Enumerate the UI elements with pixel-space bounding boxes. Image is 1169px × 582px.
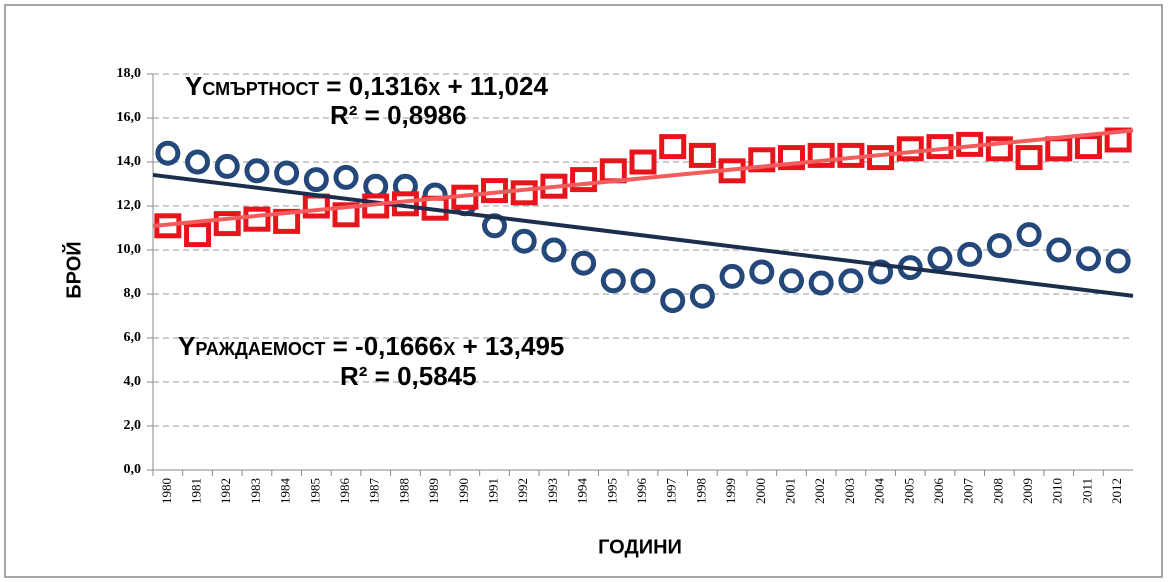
marker (185, 149, 211, 175)
x-tick-label: 1983 (248, 478, 263, 504)
x-tick-label: 2002 (812, 478, 827, 504)
marker (689, 283, 715, 309)
marker (541, 237, 567, 263)
x-tick-label: 1990 (456, 478, 471, 504)
marker (1075, 246, 1101, 272)
marker (600, 268, 626, 294)
trend-equation: Yсмъртност = 0,1316x + 11,024 (185, 71, 548, 101)
marker (155, 140, 181, 166)
marker (571, 250, 597, 276)
marker (599, 158, 627, 184)
marker (659, 134, 687, 160)
x-tick-label: 1982 (218, 478, 233, 504)
marker (660, 288, 686, 314)
x-tick-label: 1992 (515, 478, 530, 504)
marker (333, 164, 359, 190)
x-tick-label: 1987 (367, 478, 382, 505)
marker (630, 268, 656, 294)
x-tick-label: 1999 (723, 478, 738, 504)
marker (719, 263, 745, 289)
marker (1046, 237, 1072, 263)
x-tick-label: 1980 (159, 478, 174, 504)
x-tick-label: 1991 (485, 478, 500, 504)
x-tick-label: 1981 (189, 478, 204, 504)
marker (214, 153, 240, 179)
trend-r2: R² = 0,5845 (340, 361, 477, 391)
x-tick-label: 2005 (901, 478, 916, 504)
x-tick-label: 2006 (931, 478, 946, 505)
x-tick-label: 1988 (396, 478, 411, 504)
x-tick-label: 1998 (693, 478, 708, 504)
x-tick-label: 2004 (872, 478, 887, 505)
x-axis-title: ГОДИНИ (598, 536, 682, 558)
marker (896, 136, 924, 162)
marker (749, 259, 775, 285)
x-tick-label: 2010 (1050, 478, 1065, 504)
y-tick-label: 2,0 (124, 418, 142, 433)
marker (1105, 248, 1131, 274)
trend-line (152, 128, 1134, 229)
marker (243, 206, 271, 232)
marker (1016, 222, 1042, 248)
y-tick-label: 16,0 (117, 110, 142, 125)
marker (511, 228, 537, 254)
trend-line (152, 172, 1134, 298)
x-tick-label: 1994 (575, 478, 590, 505)
y-tick-label: 14,0 (117, 154, 142, 169)
chart-border (4, 4, 1163, 578)
x-tick-label: 1985 (307, 478, 322, 504)
x-tick-label: 1993 (545, 478, 560, 504)
x-tick-label: 2001 (782, 478, 797, 504)
marker (302, 193, 330, 219)
x-tick-label: 1996 (634, 478, 649, 505)
x-tick-label: 1995 (604, 478, 619, 504)
marker (808, 270, 834, 296)
x-tick-label: 2003 (842, 478, 857, 504)
marker (629, 149, 657, 175)
marker (303, 167, 329, 193)
marker (332, 202, 360, 228)
x-tick-label: 2007 (961, 478, 976, 505)
y-tick-label: 18,0 (117, 66, 142, 81)
x-tick-label: 1984 (278, 478, 293, 505)
trend-equation: Yраждаемост = -0,1666x + 13,495 (178, 331, 564, 361)
marker (838, 268, 864, 294)
marker (244, 158, 270, 184)
x-tick-label: 1986 (337, 478, 352, 505)
trend-r2: R² = 0,8986 (330, 100, 467, 130)
marker (184, 222, 212, 248)
y-tick-label: 0,0 (124, 462, 142, 477)
x-tick-label: 2000 (753, 478, 768, 504)
marker (927, 246, 953, 272)
x-tick-label: 1997 (664, 478, 679, 505)
y-axis-title: БРОЙ (61, 241, 85, 298)
marker (1015, 145, 1043, 171)
x-tick-label: 2012 (1109, 478, 1124, 504)
y-tick-label: 8,0 (124, 286, 142, 301)
marker (1045, 136, 1073, 162)
x-tick-label: 2009 (1020, 478, 1035, 504)
marker (986, 233, 1012, 259)
marker (778, 268, 804, 294)
marker (363, 173, 389, 199)
x-tick-label: 1989 (426, 478, 441, 504)
y-tick-label: 4,0 (124, 374, 142, 389)
marker (1074, 134, 1102, 160)
marker (510, 180, 538, 206)
y-tick-label: 12,0 (117, 198, 142, 213)
x-tick-label: 2011 (1079, 478, 1094, 504)
y-tick-label: 10,0 (117, 242, 142, 257)
x-tick-label: 2008 (990, 478, 1005, 504)
marker (957, 241, 983, 267)
y-tick-label: 6,0 (124, 330, 142, 345)
marker (274, 160, 300, 186)
marker (688, 142, 716, 168)
